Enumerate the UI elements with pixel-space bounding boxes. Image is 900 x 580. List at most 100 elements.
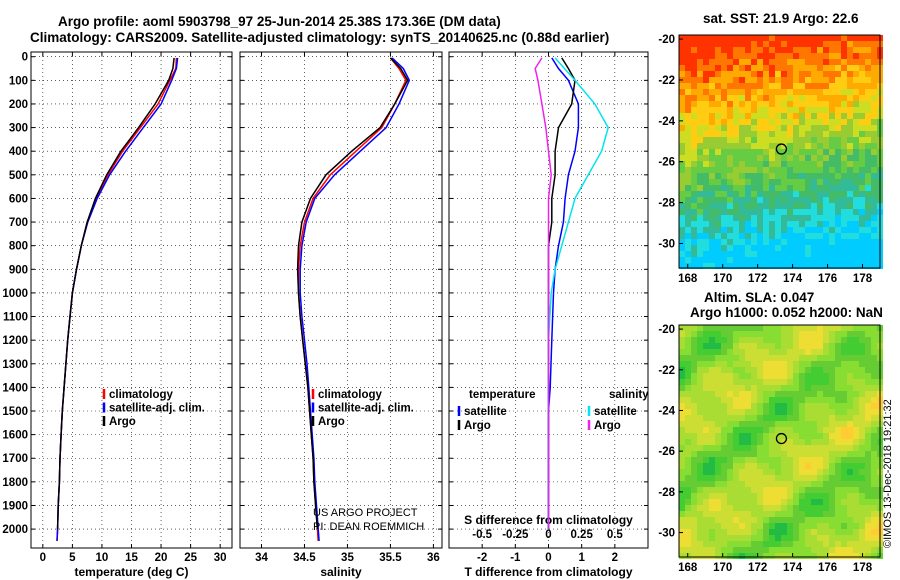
map-cell xyxy=(853,83,859,89)
map-cell xyxy=(805,245,811,251)
float-position-marker xyxy=(775,432,788,445)
map-cell xyxy=(799,385,805,391)
map-cell xyxy=(691,41,697,47)
map-cell xyxy=(685,331,691,337)
map-cell xyxy=(739,529,745,535)
map-cell xyxy=(799,173,805,179)
map-y-tick-label: -28 xyxy=(658,487,675,499)
map-cell xyxy=(691,107,697,113)
map-cell xyxy=(679,445,685,451)
map-cell xyxy=(871,349,877,355)
map-cell xyxy=(685,487,691,493)
map-cell xyxy=(739,379,745,385)
map-cell xyxy=(799,427,805,433)
map-cell xyxy=(739,403,745,409)
map-cell xyxy=(787,469,793,475)
map-cell xyxy=(763,161,769,167)
map-cell xyxy=(751,65,757,71)
map-cell xyxy=(763,95,769,101)
map-cell xyxy=(781,469,787,475)
map-cell xyxy=(715,41,721,47)
map-cell xyxy=(697,463,703,469)
map-cell xyxy=(787,349,793,355)
map-cell xyxy=(721,517,727,523)
map-cell xyxy=(799,257,805,263)
map-cell xyxy=(793,257,799,263)
map-cell xyxy=(733,41,739,47)
map-cell xyxy=(871,439,877,445)
map-cell xyxy=(715,349,721,355)
map-cell xyxy=(727,185,733,191)
map-cell xyxy=(775,355,781,361)
map-cell xyxy=(691,161,697,167)
map-cell xyxy=(775,83,781,89)
map-cell xyxy=(769,179,775,185)
map-cell xyxy=(757,197,763,203)
map-cell xyxy=(817,343,823,349)
map-cell xyxy=(691,221,697,227)
map-cell xyxy=(727,35,733,41)
map-cell xyxy=(865,529,871,535)
map-cell xyxy=(709,361,715,367)
map-cell xyxy=(817,523,823,529)
map-cell xyxy=(865,325,871,331)
map-cell xyxy=(817,155,823,161)
map-cell xyxy=(751,397,757,403)
map-cell xyxy=(763,203,769,209)
map-cell xyxy=(685,53,691,59)
map-cell xyxy=(775,179,781,185)
map-cell xyxy=(691,367,697,373)
map-cell xyxy=(847,361,853,367)
s-tick-label: 0.25 xyxy=(570,529,593,541)
map-cell xyxy=(691,415,697,421)
map-cell xyxy=(703,233,709,239)
map-cell xyxy=(847,149,853,155)
map-cell xyxy=(769,137,775,143)
legend-entry: Argo xyxy=(318,416,345,428)
map-cell xyxy=(757,185,763,191)
map-cell xyxy=(841,173,847,179)
map-cell xyxy=(769,445,775,451)
map-cell xyxy=(697,245,703,251)
map-cell xyxy=(703,257,709,263)
map-cell xyxy=(847,59,853,65)
map-cell xyxy=(715,215,721,221)
legend-entry: satellite xyxy=(594,406,637,418)
map-cell xyxy=(757,221,763,227)
map-cell xyxy=(727,203,733,209)
map-cell xyxy=(691,185,697,191)
map-cell xyxy=(697,391,703,397)
map-cell xyxy=(817,251,823,257)
map-cell xyxy=(871,541,877,547)
map-cell xyxy=(691,547,697,553)
map-cell xyxy=(691,47,697,53)
map-cell xyxy=(697,239,703,245)
map-cell xyxy=(781,337,787,343)
map-cell xyxy=(787,403,793,409)
map-cell xyxy=(721,173,727,179)
map-cell xyxy=(835,511,841,517)
map-cell xyxy=(799,343,805,349)
map-x-tick-label: 174 xyxy=(783,562,803,574)
map-cell xyxy=(691,53,697,59)
map-cell xyxy=(835,149,841,155)
map-cell xyxy=(787,547,793,553)
map-cell xyxy=(709,469,715,475)
map-cell xyxy=(757,173,763,179)
map-cell xyxy=(835,131,841,137)
map-cell xyxy=(781,257,787,263)
map-cell xyxy=(841,257,847,263)
map-cell xyxy=(805,397,811,403)
map-cell xyxy=(757,113,763,119)
map-cell xyxy=(793,325,799,331)
map-cell xyxy=(799,35,805,41)
map-cell xyxy=(721,179,727,185)
map-cell xyxy=(775,529,781,535)
map-cell xyxy=(787,149,793,155)
map-cell xyxy=(805,125,811,131)
map-cell xyxy=(781,47,787,53)
map-cell xyxy=(751,41,757,47)
map-cell xyxy=(685,197,691,203)
map-cell xyxy=(859,403,865,409)
map-cell xyxy=(799,517,805,523)
